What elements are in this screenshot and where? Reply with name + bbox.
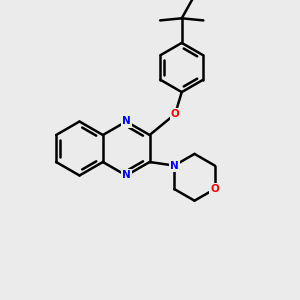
Text: O: O [171, 109, 179, 119]
Text: N: N [122, 170, 130, 181]
Text: N: N [122, 116, 130, 127]
Text: O: O [210, 184, 219, 194]
Text: N: N [170, 160, 178, 171]
